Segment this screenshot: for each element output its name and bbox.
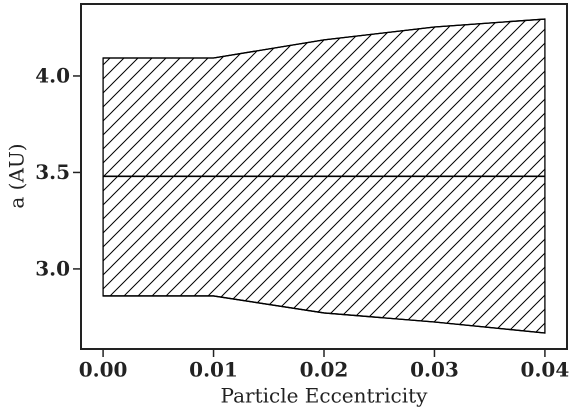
y-tick-label: 4.0 xyxy=(35,63,70,87)
x-tick-label: 0.01 xyxy=(189,358,238,382)
x-tick-label: 0.03 xyxy=(410,358,459,382)
x-tick-label: 0.00 xyxy=(79,358,128,382)
x-axis-label: Particle Eccentricity xyxy=(221,384,429,408)
lower-bound xyxy=(103,295,545,334)
x-tick-label: 0.02 xyxy=(300,358,349,382)
y-tick-label: 3.0 xyxy=(35,256,70,280)
upper-bound xyxy=(103,18,545,59)
y-tick-label: 3.5 xyxy=(35,160,70,184)
x-tick-label: 0.04 xyxy=(521,358,570,382)
y-axis-label: a (AU) xyxy=(5,143,29,208)
